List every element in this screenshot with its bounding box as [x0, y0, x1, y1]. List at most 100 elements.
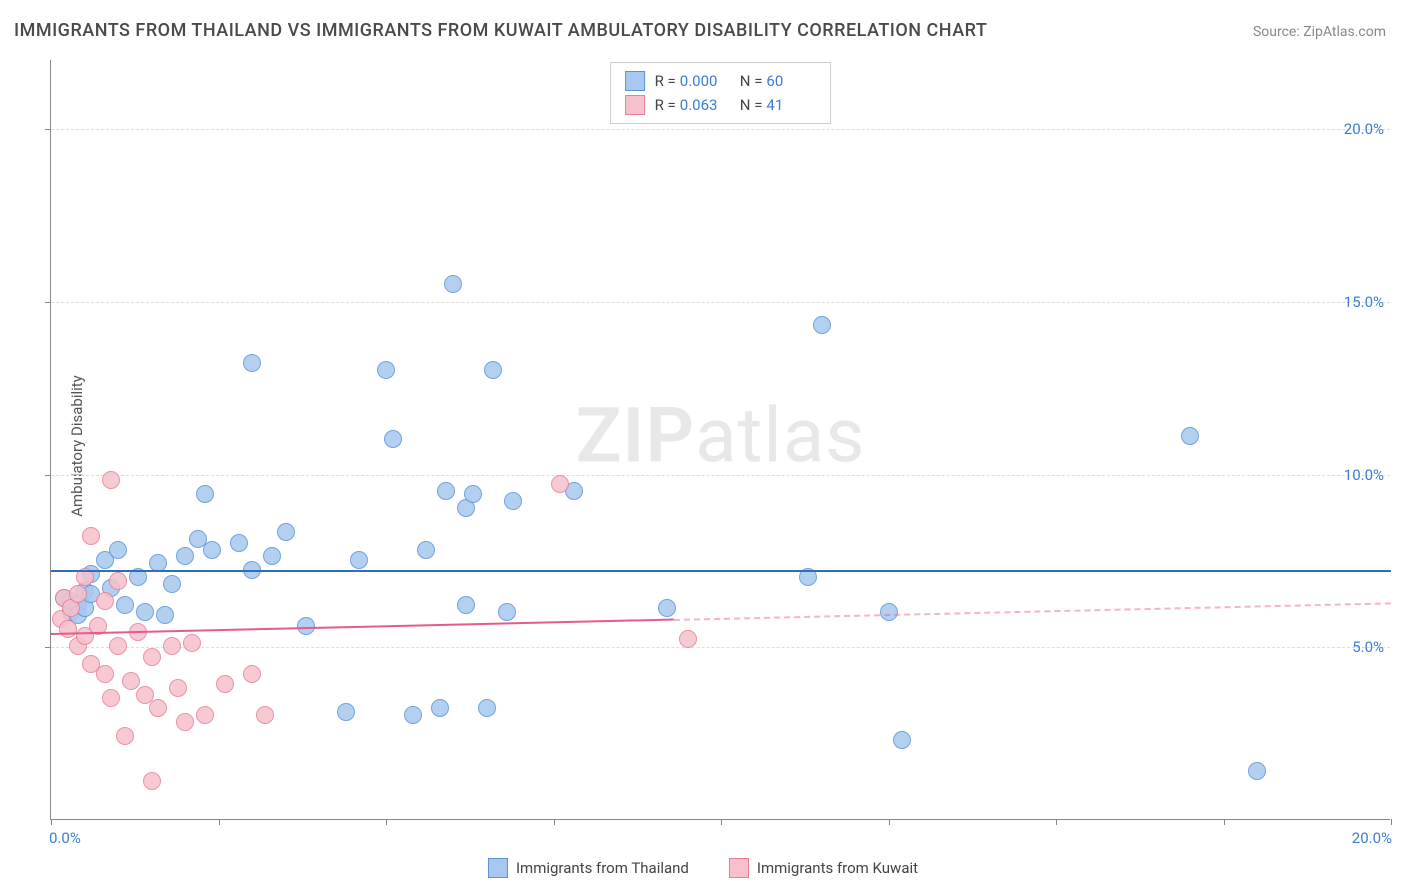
- data-point-kuwait: [82, 527, 100, 545]
- y-tick-label: 5.0%: [1352, 638, 1384, 656]
- legend-series-thailand: Immigrants from Thailand: [488, 858, 689, 878]
- legend-swatch: [729, 858, 749, 878]
- plot-area: ZIPatlas R =0.000N =60R =0.063N =41 0.0%…: [50, 60, 1390, 820]
- data-point-kuwait: [116, 727, 134, 745]
- legend-swatch: [625, 95, 645, 115]
- data-point-kuwait: [196, 706, 214, 724]
- r-label: R =: [655, 96, 676, 114]
- x-tick-min: 0.0%: [49, 829, 81, 847]
- data-point-kuwait: [109, 572, 127, 590]
- watermark-light: atlas: [695, 390, 865, 480]
- watermark-bold: ZIP: [576, 390, 696, 480]
- data-point-thailand: [109, 541, 127, 559]
- data-point-thailand: [196, 485, 214, 503]
- legend-swatch: [625, 71, 645, 91]
- data-point-thailand: [243, 354, 261, 372]
- legend-stats: R =0.000 N =60 R =0.063 N =41: [610, 62, 832, 124]
- data-point-thailand: [230, 534, 248, 552]
- data-point-kuwait: [176, 713, 194, 731]
- legend-stats-row-thailand: R =0.000 N =60: [625, 69, 817, 93]
- tick-mark: [1224, 819, 1225, 825]
- data-point-thailand: [163, 575, 181, 593]
- source-attribution: Source: ZipAtlas.com: [1253, 24, 1386, 40]
- gridline: [51, 475, 1390, 476]
- data-point-kuwait: [149, 699, 167, 717]
- data-point-thailand: [384, 430, 402, 448]
- data-point-thailand: [176, 547, 194, 565]
- watermark: ZIPatlas: [576, 390, 866, 480]
- data-point-thailand: [156, 606, 174, 624]
- data-point-thailand: [893, 731, 911, 749]
- data-point-thailand: [417, 541, 435, 559]
- tick-mark: [45, 475, 51, 476]
- data-point-thailand: [377, 361, 395, 379]
- tick-mark: [386, 819, 387, 825]
- r-value: 0.000: [680, 69, 730, 93]
- data-point-thailand: [478, 699, 496, 717]
- chart-title: IMMIGRANTS FROM THAILAND VS IMMIGRANTS F…: [14, 20, 987, 41]
- n-value: 41: [766, 93, 816, 117]
- data-point-thailand: [484, 361, 502, 379]
- legend-label: Immigrants from Thailand: [516, 859, 689, 877]
- tick-mark: [721, 819, 722, 825]
- y-tick-label: 15.0%: [1344, 293, 1384, 311]
- data-point-kuwait: [102, 471, 120, 489]
- data-point-kuwait: [216, 675, 234, 693]
- tick-mark: [554, 819, 555, 825]
- data-point-thailand: [880, 603, 898, 621]
- data-point-kuwait: [102, 689, 120, 707]
- data-point-kuwait: [679, 630, 697, 648]
- data-point-thailand: [203, 541, 221, 559]
- data-point-kuwait: [143, 648, 161, 666]
- data-point-thailand: [404, 706, 422, 724]
- trendline-thailand: [51, 570, 1391, 572]
- data-point-thailand: [457, 596, 475, 614]
- data-point-kuwait: [96, 665, 114, 683]
- data-point-kuwait: [256, 706, 274, 724]
- data-point-thailand: [813, 316, 831, 334]
- data-point-kuwait: [163, 637, 181, 655]
- legend-series: Immigrants from Thailand Immigrants from …: [488, 858, 918, 878]
- y-tick-label: 20.0%: [1344, 120, 1384, 138]
- legend-stats-row-kuwait: R =0.063 N =41: [625, 93, 817, 117]
- data-point-thailand: [337, 703, 355, 721]
- legend-swatch: [488, 858, 508, 878]
- tick-mark: [51, 819, 52, 825]
- tick-mark: [889, 819, 890, 825]
- data-point-thailand: [350, 551, 368, 569]
- data-point-thailand: [464, 485, 482, 503]
- data-point-thailand: [437, 482, 455, 500]
- legend-label: Immigrants from Kuwait: [757, 859, 918, 877]
- tick-mark: [219, 819, 220, 825]
- data-point-thailand: [277, 523, 295, 541]
- data-point-thailand: [504, 492, 522, 510]
- data-point-thailand: [1181, 427, 1199, 445]
- gridline: [51, 647, 1390, 648]
- gridline: [51, 129, 1390, 130]
- data-point-thailand: [444, 275, 462, 293]
- r-value: 0.063: [680, 93, 730, 117]
- n-label: N =: [740, 72, 763, 90]
- trendline-kuwait-extrapolated: [674, 602, 1391, 621]
- tick-mark: [1391, 819, 1392, 825]
- data-point-kuwait: [109, 637, 127, 655]
- data-point-kuwait: [69, 585, 87, 603]
- tick-mark: [45, 129, 51, 130]
- n-label: N =: [740, 96, 763, 114]
- data-point-thailand: [263, 547, 281, 565]
- data-point-thailand: [498, 603, 516, 621]
- y-tick-label: 10.0%: [1344, 466, 1384, 484]
- gridline: [51, 302, 1390, 303]
- data-point-kuwait: [169, 679, 187, 697]
- r-label: R =: [655, 72, 676, 90]
- data-point-kuwait: [183, 634, 201, 652]
- data-point-thailand: [658, 599, 676, 617]
- tick-mark: [1056, 819, 1057, 825]
- data-point-kuwait: [59, 620, 77, 638]
- x-tick-max: 20.0%: [1352, 829, 1392, 847]
- data-point-kuwait: [243, 665, 261, 683]
- data-point-thailand: [136, 603, 154, 621]
- n-value: 60: [766, 69, 816, 93]
- data-point-thailand: [1248, 762, 1266, 780]
- data-point-kuwait: [143, 772, 161, 790]
